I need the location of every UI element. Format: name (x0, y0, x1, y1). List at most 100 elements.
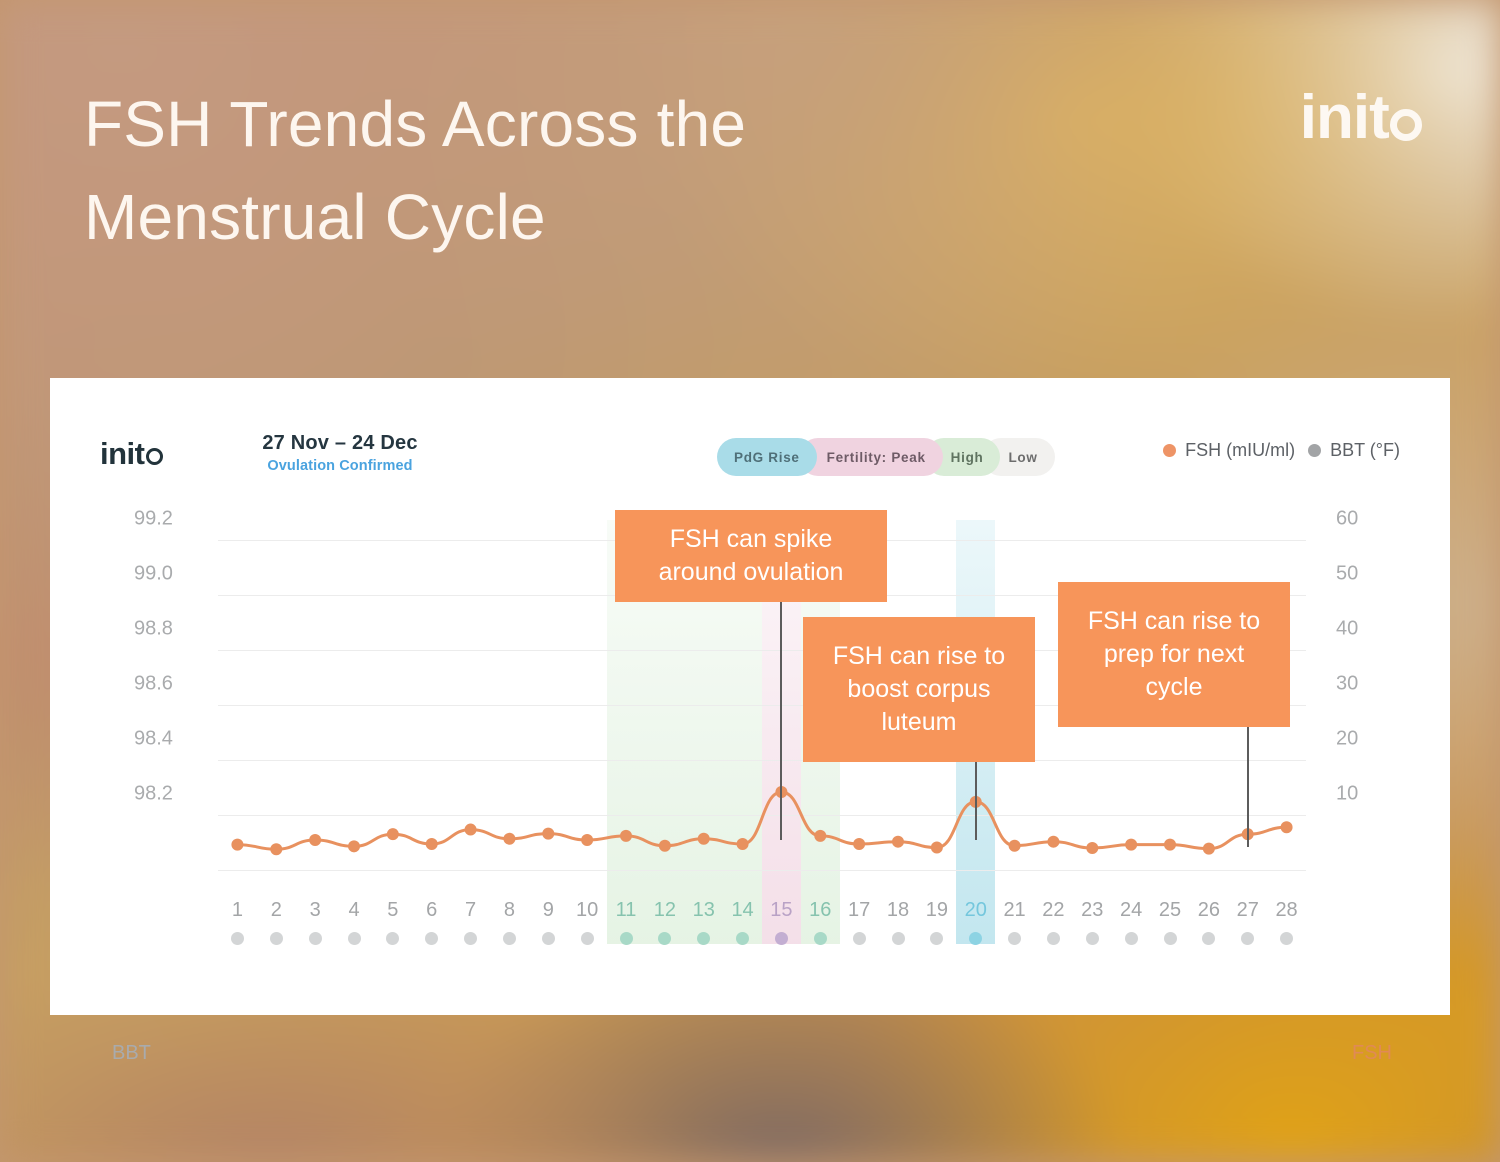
legend-label-fsh: FSH (mIU/ml) (1185, 440, 1296, 460)
y-axis-left-tick: 99.0 (134, 562, 173, 584)
fsh-data-point[interactable] (1008, 839, 1021, 852)
x-axis-day-20[interactable]: 20 (957, 900, 995, 945)
x-axis-day-label: 12 (653, 899, 676, 921)
x-axis-day-9[interactable]: 9 (529, 900, 567, 945)
legend-item-bbt[interactable]: BBT (°F) (1308, 440, 1400, 461)
inito-brand-logo: init (1300, 87, 1422, 149)
bbt-day-dot-icon (658, 932, 672, 945)
x-axis-day-label: 7 (465, 899, 477, 921)
y-axis-right-tick: 50 (1336, 562, 1359, 584)
legend-item-fsh[interactable]: FSH (mIU/ml) (1163, 440, 1295, 461)
bbt-day-dot-icon (969, 932, 983, 945)
x-axis-day-label: 21 (1003, 899, 1026, 921)
fsh-data-point[interactable] (425, 838, 438, 851)
x-axis-day-14[interactable]: 14 (724, 900, 762, 945)
fsh-data-point[interactable] (697, 832, 710, 845)
x-axis-day-19[interactable]: 19 (918, 900, 956, 945)
fsh-data-point[interactable] (581, 833, 594, 846)
bbt-day-dot-icon (580, 932, 594, 945)
fsh-data-point[interactable] (1280, 821, 1293, 834)
fsh-data-point[interactable] (620, 829, 632, 842)
x-axis-day-24[interactable]: 24 (1112, 900, 1150, 945)
x-axis-day-7[interactable]: 7 (452, 900, 490, 945)
x-axis-day-label: 1 (231, 899, 243, 921)
fsh-data-point[interactable] (348, 840, 360, 853)
fsh-data-point[interactable] (1164, 838, 1176, 851)
ovulation-status-label: Ovulation Confirmed (267, 458, 413, 474)
fsh-data-point[interactable] (542, 827, 555, 840)
x-axis-day-6[interactable]: 6 (413, 900, 451, 945)
fsh-data-point[interactable] (658, 839, 671, 852)
x-axis-day-17[interactable]: 17 (840, 900, 878, 945)
x-axis-day-23[interactable]: 23 (1073, 900, 1111, 945)
x-axis-day-15[interactable]: 15 (762, 900, 800, 945)
bbt-day-dot-icon (1163, 932, 1177, 945)
legend-label-bbt: BBT (°F) (1330, 440, 1400, 460)
phase-pill-pdg-rise[interactable]: PdG Rise (717, 438, 817, 476)
x-axis-day-label: 20 (964, 899, 987, 921)
fsh-data-point[interactable] (736, 838, 749, 851)
x-axis-day-label: 16 (809, 899, 832, 921)
x-axis-day-27[interactable]: 27 (1229, 900, 1267, 945)
x-axis-day-13[interactable]: 13 (685, 900, 723, 945)
x-axis-day-label: 13 (692, 899, 715, 921)
x-axis-day-16[interactable]: 16 (801, 900, 839, 945)
x-axis-day-8[interactable]: 8 (490, 900, 528, 945)
fsh-data-point[interactable] (464, 823, 477, 836)
x-axis-day-2[interactable]: 2 (257, 900, 295, 945)
footer-label-bbt: BBT (112, 1042, 151, 1064)
x-axis-day-label: 22 (1042, 899, 1065, 921)
x-axis-day-4[interactable]: 4 (335, 900, 373, 945)
fsh-data-point[interactable] (503, 832, 516, 845)
x-axis-day-28[interactable]: 28 (1268, 900, 1306, 945)
fsh-data-point[interactable] (386, 828, 399, 841)
fsh-data-point[interactable] (814, 829, 827, 842)
date-range-label: 27 Nov – 24 Dec (262, 432, 418, 454)
x-axis-day-12[interactable]: 12 (646, 900, 684, 945)
fsh-data-point[interactable] (270, 843, 283, 856)
fsh-data-point[interactable] (892, 835, 904, 848)
chart-card-inner: init 27 Nov – 24 Dec Ovulation Confirmed… (88, 412, 1412, 1064)
x-axis-day-10[interactable]: 10 (568, 900, 606, 945)
x-axis-day-18[interactable]: 18 (879, 900, 917, 945)
bbt-day-dot-icon (1046, 932, 1060, 945)
bbt-day-dot-icon (269, 932, 283, 945)
fsh-data-point[interactable] (1202, 842, 1215, 855)
x-axis-day-26[interactable]: 26 (1190, 900, 1228, 945)
fsh-data-point[interactable] (1086, 842, 1099, 855)
phase-pill-group: PdG Rise Fertility: Peak High Low (717, 438, 1055, 476)
gridline (218, 870, 1306, 871)
x-axis-day-label: 27 (1236, 899, 1259, 921)
x-axis-day-22[interactable]: 22 (1034, 900, 1072, 945)
bbt-day-dot-icon (1008, 932, 1022, 945)
y-axis-left-tick: 99.2 (134, 507, 173, 529)
fsh-data-point[interactable] (1047, 835, 1060, 848)
x-axis-day-25[interactable]: 25 (1151, 900, 1189, 945)
bbt-day-dot-icon (736, 932, 750, 945)
fsh-data-point[interactable] (930, 841, 943, 854)
bbt-day-dot-icon (852, 932, 866, 945)
x-axis-day-3[interactable]: 3 (296, 900, 334, 945)
bbt-day-dot-icon (386, 932, 400, 945)
annotation-connector-2 (974, 760, 977, 840)
fsh-data-point[interactable] (309, 833, 322, 846)
x-axis-day-21[interactable]: 21 (996, 900, 1034, 945)
annotation-connector-1 (780, 602, 783, 840)
phase-pill-fertility-peak[interactable]: Fertility: Peak (798, 438, 943, 476)
fsh-data-point[interactable] (853, 838, 866, 851)
x-axis-day-1[interactable]: 1 (218, 900, 256, 945)
x-axis-day-5[interactable]: 5 (374, 900, 412, 945)
gridline (218, 705, 1306, 706)
bbt-day-dot-icon (697, 932, 711, 945)
fsh-data-point[interactable] (1125, 838, 1138, 851)
gridline (218, 650, 1306, 651)
x-axis-day-11[interactable]: 11 (607, 900, 645, 945)
bbt-day-dot-icon (619, 932, 633, 945)
bbt-legend-dot-icon (1308, 444, 1322, 457)
brand-o-glyph (1389, 108, 1422, 141)
app-logo-o-glyph (145, 447, 163, 465)
x-axis-day-label: 10 (576, 899, 599, 921)
bbt-day-dot-icon (1202, 932, 1216, 945)
fsh-data-point[interactable] (231, 838, 244, 851)
x-axis-day-label: 28 (1275, 899, 1298, 921)
